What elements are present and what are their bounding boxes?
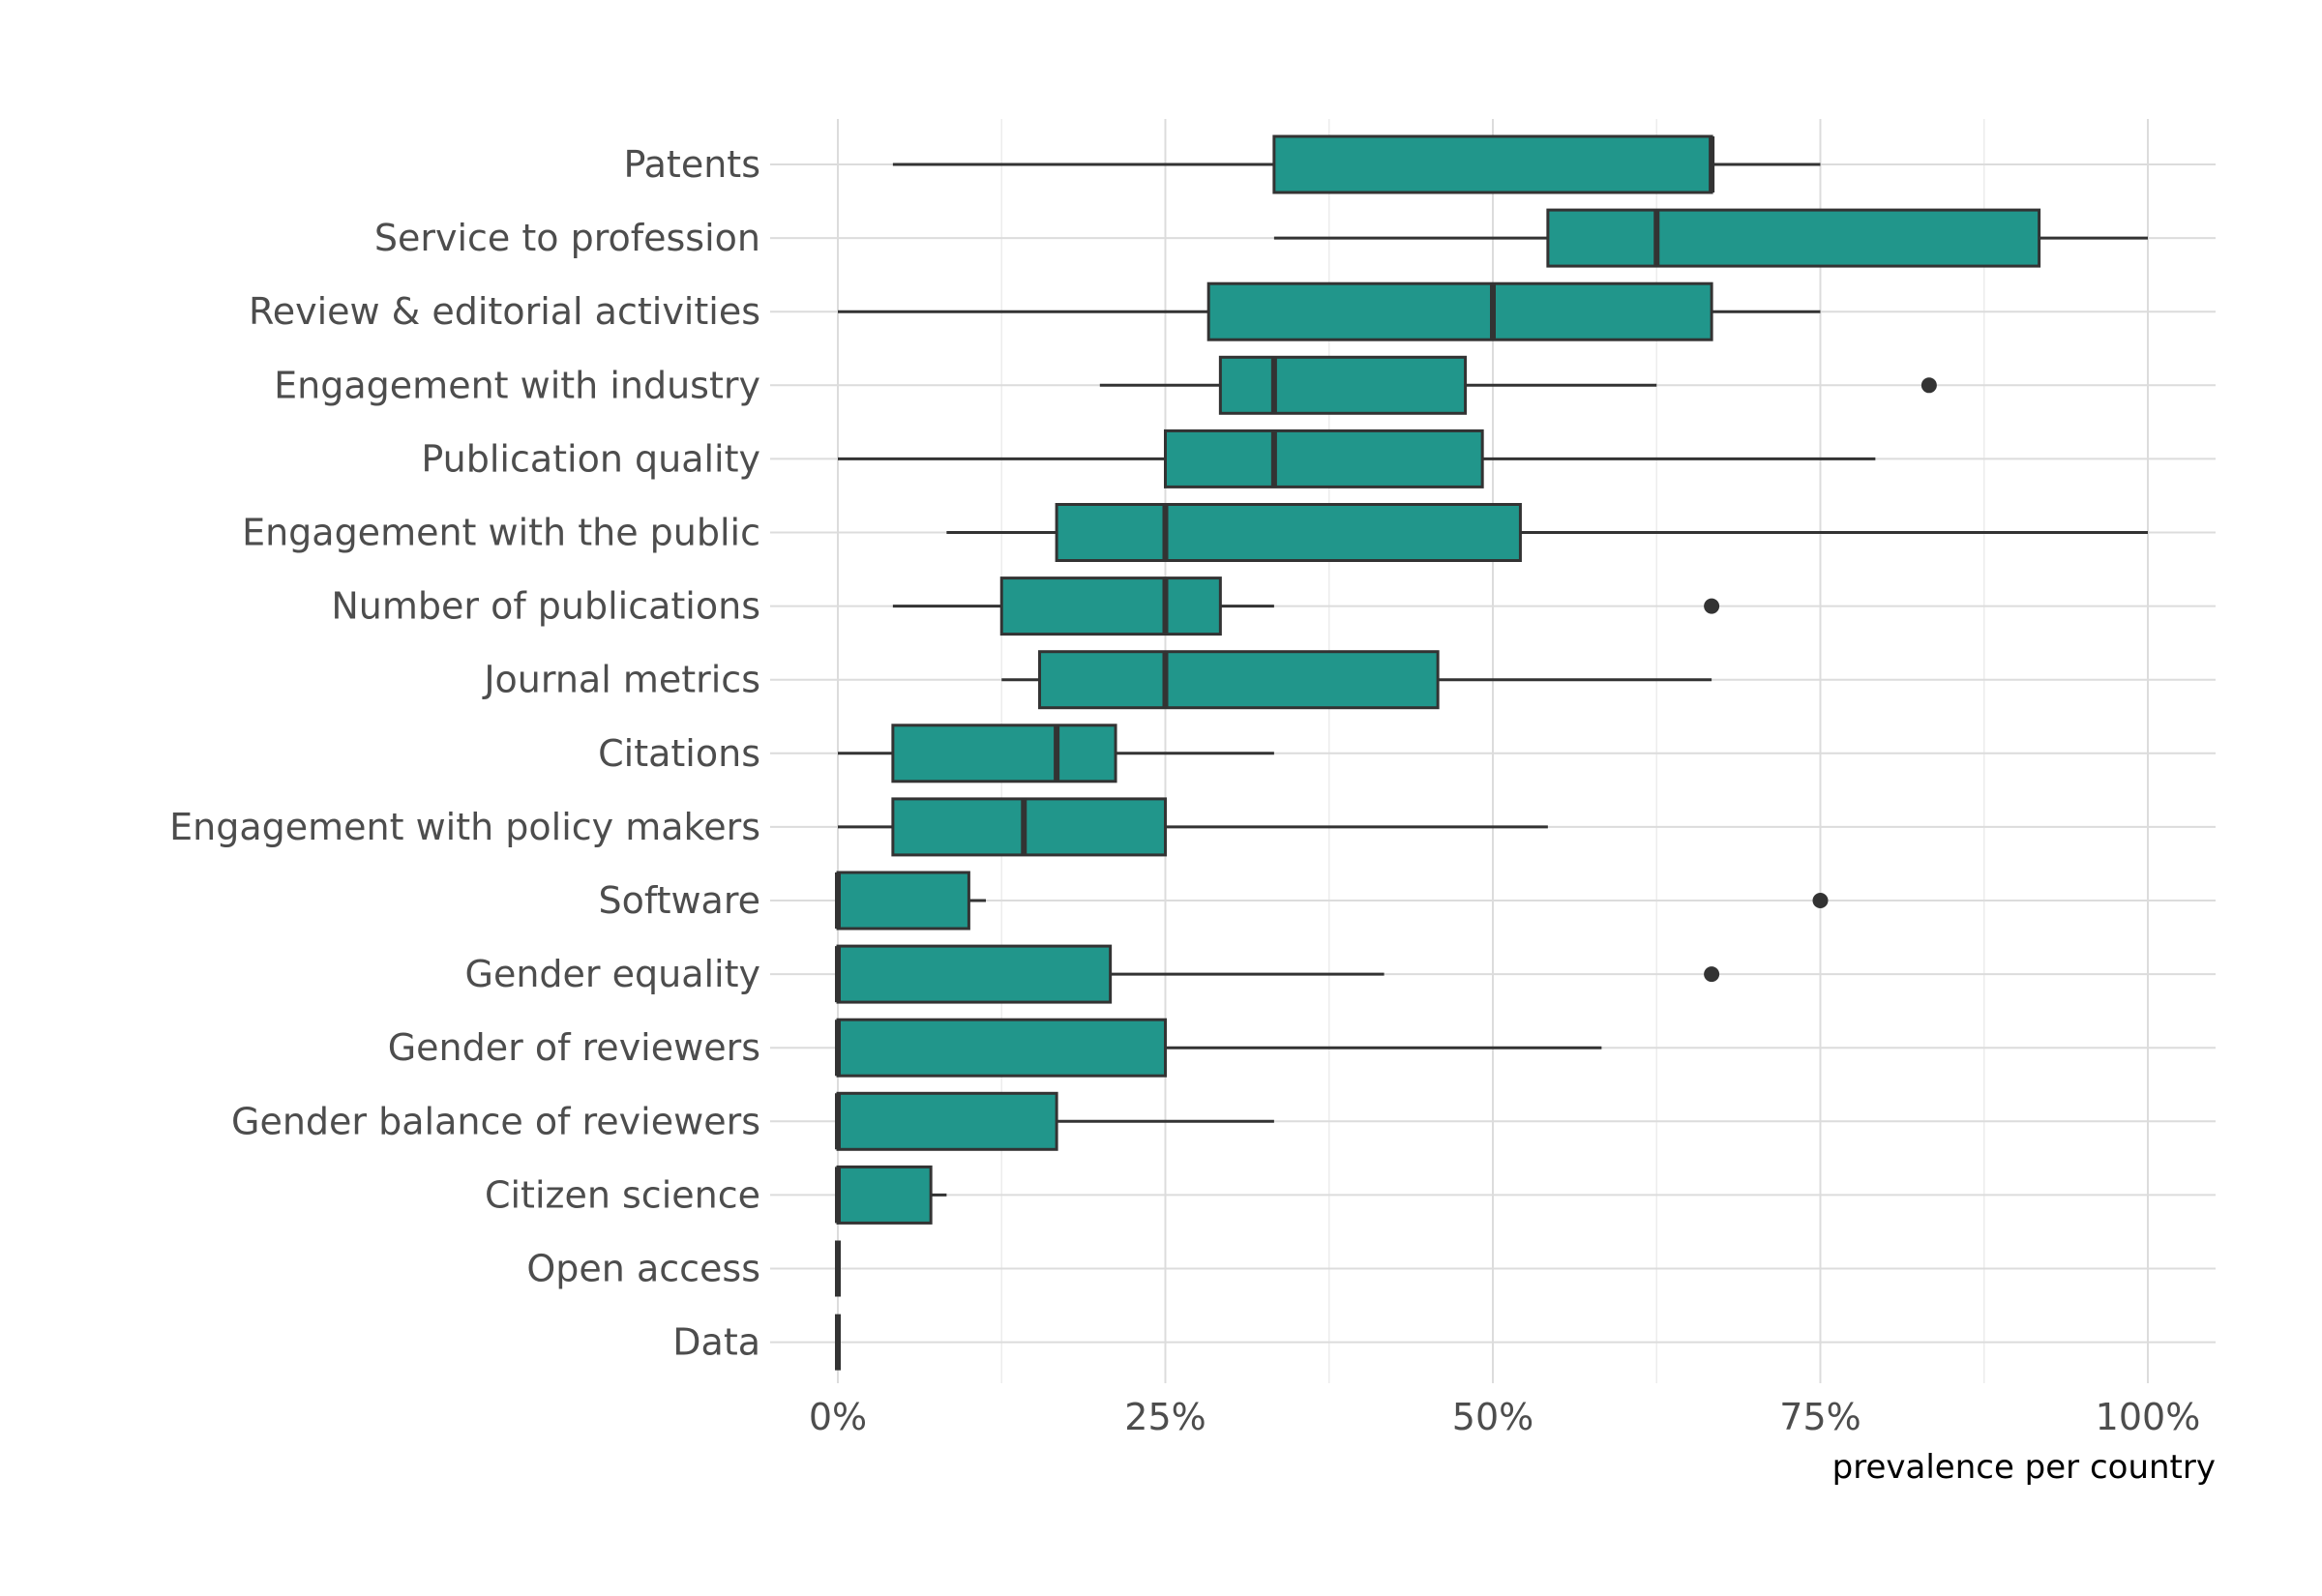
category-labels: Patents Service to profession Review & edi… [169, 143, 760, 1364]
iqr-box [836, 1165, 933, 1225]
boxes-layer [835, 134, 2148, 1371]
category-label: Engagement with policy makers [169, 806, 760, 848]
iqr-box [1546, 208, 2041, 268]
box-4 [1099, 355, 1937, 415]
box-12 [835, 944, 1720, 1004]
category-label: Gender equality [465, 953, 760, 995]
iqr-box [836, 1091, 1058, 1151]
iqr-box [836, 1018, 1167, 1078]
x-axis-title: prevalence per country [1832, 1448, 2216, 1487]
box-2 [1273, 208, 2148, 268]
category-label: Service to profession [374, 217, 760, 259]
category-label: Software [598, 879, 760, 922]
iqr-box [999, 576, 1222, 636]
box-15 [835, 1165, 947, 1225]
category-label: Patents [623, 143, 760, 186]
box-10 [838, 797, 1548, 857]
category-label: Citations [598, 732, 760, 775]
category-label: Publication quality [421, 437, 760, 480]
category-label: Review & editorial activities [249, 290, 760, 333]
category-label: Engagement with the public [242, 512, 760, 554]
iqr-box [1055, 503, 1522, 562]
x-tick-label: 100% [2096, 1396, 2201, 1438]
box-14 [835, 1091, 1274, 1151]
box-1 [892, 134, 1821, 194]
x-tick-label: 0% [809, 1396, 867, 1438]
box-11 [835, 871, 1829, 931]
category-label: Engagement with industry [274, 364, 760, 406]
category-label: Journal metrics [482, 659, 760, 701]
box-6 [946, 503, 2148, 562]
x-axis-ticks: 0% 25% 50% 75% 100% [809, 1396, 2200, 1438]
iqr-box [836, 944, 1113, 1004]
box-3 [838, 281, 1821, 341]
category-label: Open access [526, 1248, 760, 1290]
x-tick-label: 50% [1452, 1396, 1533, 1438]
box-8 [1001, 650, 1712, 710]
iqr-box [1038, 650, 1440, 710]
x-tick-label: 25% [1124, 1396, 1206, 1438]
outlier-point [1704, 598, 1720, 614]
outlier-point [1812, 893, 1829, 908]
box-5 [838, 429, 1876, 488]
iqr-box [891, 724, 1117, 783]
iqr-box [836, 871, 970, 931]
iqr-box [891, 797, 1167, 857]
category-label: Number of publications [331, 585, 760, 628]
category-label: Data [672, 1321, 760, 1364]
iqr-box [1218, 355, 1468, 415]
iqr-box [1206, 281, 1713, 341]
category-label: Gender balance of reviewers [231, 1100, 760, 1142]
category-label: Gender of reviewers [388, 1026, 760, 1069]
x-tick-label: 75% [1779, 1396, 1861, 1438]
box-9 [838, 724, 1274, 783]
box-13 [835, 1018, 1602, 1078]
outlier-point [1704, 966, 1720, 983]
iqr-box [1272, 134, 1713, 194]
box-7 [892, 576, 1720, 636]
outlier-point [1920, 377, 1937, 394]
category-label: Citizen science [485, 1173, 760, 1216]
iqr-box [1164, 429, 1484, 488]
